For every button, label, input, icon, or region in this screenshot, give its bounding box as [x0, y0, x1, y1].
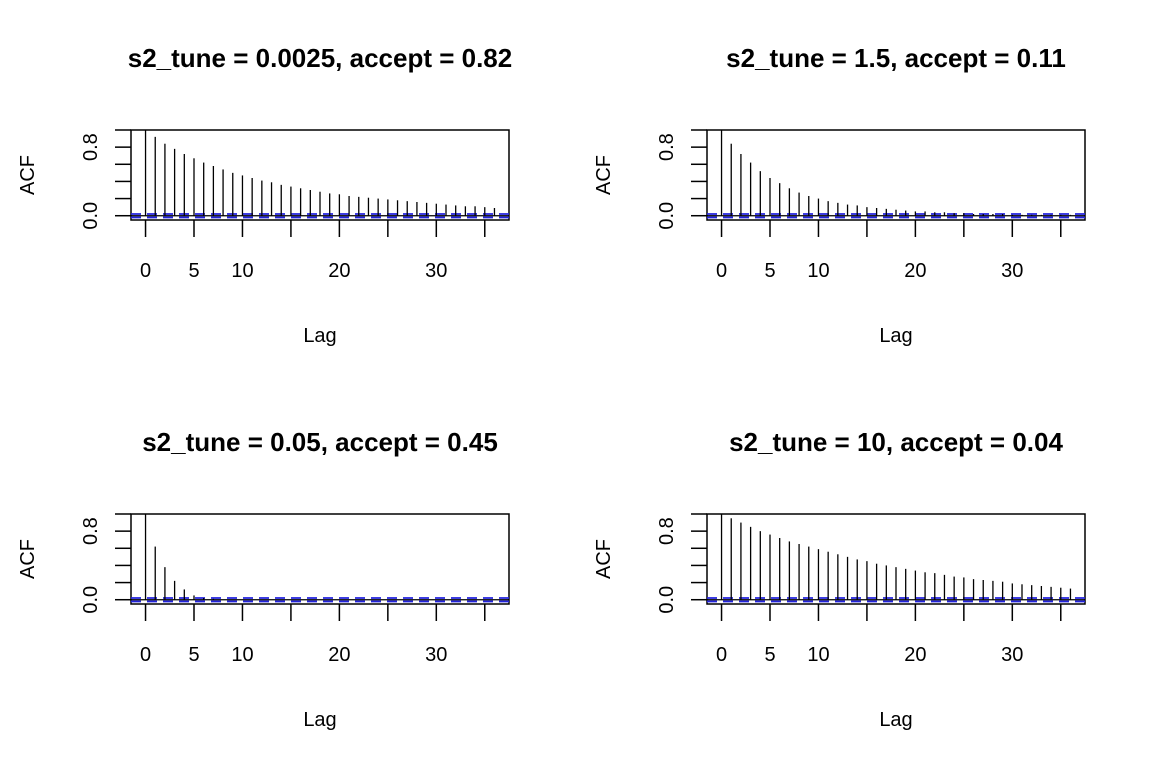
y-tick-label: 0.0	[656, 586, 678, 614]
x-tick-label: 0	[716, 644, 727, 666]
x-tick-label: 5	[764, 260, 775, 282]
acf-panel-4: s2_tune = 10, accept = 0.04 0 5 10 20 30 0.0 0.…	[593, 427, 1086, 731]
y-axis-label: ACF	[17, 155, 39, 195]
x-tick-label: 10	[807, 260, 829, 282]
x-tick-label: 30	[425, 260, 447, 282]
plot-frame	[706, 129, 1086, 221]
y-tick-label: 0.8	[656, 133, 678, 161]
acf-panel-3: s2_tune = 0.05, accept = 0.45 0 5 10 20 30 0.0…	[17, 427, 510, 731]
x-tick-label: 5	[188, 260, 199, 282]
y-axis-label: ACF	[593, 155, 615, 195]
x-axis-label: Lag	[879, 709, 912, 731]
x-tick-label: 0	[140, 644, 151, 666]
x-axis-label: Lag	[303, 325, 336, 347]
plot-frame	[130, 513, 510, 605]
x-tick-label: 20	[328, 260, 350, 282]
y-axis-label: ACF	[17, 539, 39, 579]
acf-panel-2: s2_tune = 1.5, accept = 0.11 0 5 10 20 30 0.0 0…	[593, 43, 1086, 347]
x-tick-label: 0	[140, 260, 151, 282]
panel-title: s2_tune = 1.5, accept = 0.11	[726, 43, 1066, 73]
panel-title: s2_tune = 10, accept = 0.04	[729, 427, 1063, 457]
panel-title: s2_tune = 0.05, accept = 0.45	[142, 427, 498, 457]
x-tick-label: 5	[764, 644, 775, 666]
x-tick-label: 20	[328, 644, 350, 666]
x-tick-label: 30	[425, 644, 447, 666]
acf-panel-1: s2_tune = 0.0025, accept = 0.82 0 5 10 20 30 0…	[17, 43, 512, 347]
x-tick-label: 20	[904, 644, 926, 666]
x-tick-label: 30	[1001, 260, 1023, 282]
x-tick-label: 10	[231, 644, 253, 666]
x-tick-label: 20	[904, 260, 926, 282]
x-tick-label: 10	[231, 260, 253, 282]
plot-frame	[130, 129, 510, 221]
x-tick-label: 5	[188, 644, 199, 666]
y-axis-label: ACF	[593, 539, 615, 579]
y-tick-label: 0.8	[80, 133, 102, 161]
y-tick-label: 0.0	[80, 202, 102, 230]
x-axis-label: Lag	[303, 709, 336, 731]
plot-frame	[706, 513, 1086, 605]
x-tick-label: 10	[807, 644, 829, 666]
y-tick-label: 0.0	[656, 202, 678, 230]
x-tick-label: 30	[1001, 644, 1023, 666]
y-tick-label: 0.8	[656, 517, 678, 545]
panel-title: s2_tune = 0.0025, accept = 0.82	[128, 43, 512, 73]
x-tick-label: 0	[716, 260, 727, 282]
y-tick-label: 0.0	[80, 586, 102, 614]
x-axis-label: Lag	[879, 325, 912, 347]
y-tick-label: 0.8	[80, 517, 102, 545]
